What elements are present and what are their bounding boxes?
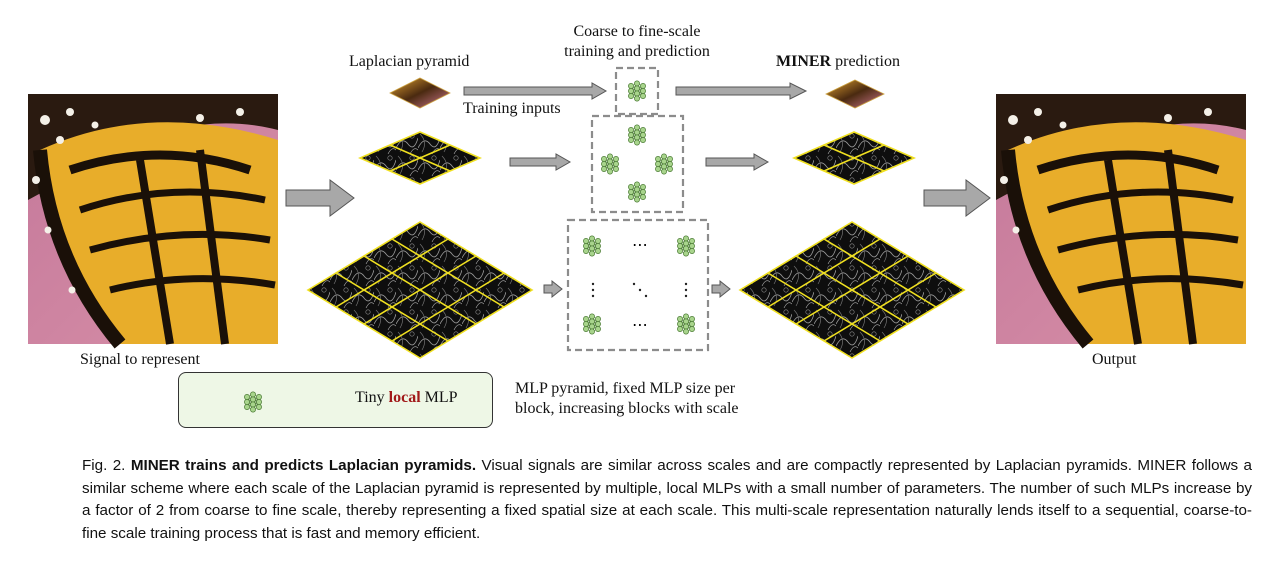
input-butterfly-image	[28, 94, 278, 349]
label-coarse-to-fine-line1: Coarse to fine-scale	[573, 23, 701, 40]
label-mlp-pyramid-line1: MLP pyramid, fixed MLP size per	[515, 380, 736, 397]
label-mlp-pyramid-line2: block, increasing blocks with scale	[515, 400, 739, 417]
label-prediction: prediction	[835, 53, 900, 70]
arrow-coarse-training	[463, 82, 608, 100]
legend-label: Tiny local MLP	[355, 389, 458, 407]
mlp-icon-fine-bl	[583, 313, 601, 335]
label-mlp-pyramid: MLP pyramid, fixed MLP size per block, i…	[515, 379, 739, 419]
label-laplacian-pyramid: Laplacian pyramid	[349, 53, 470, 70]
label-signal-to-represent: Signal to represent	[80, 351, 200, 368]
legend-box	[178, 372, 493, 428]
arrow-input-to-pyramid	[285, 179, 355, 217]
label-output: Output	[1092, 351, 1137, 368]
mlp-icon-coarse	[628, 80, 646, 102]
prediction-fine-level	[738, 221, 966, 359]
mlp-icon-fine-tl	[583, 235, 601, 257]
label-coarse-to-fine: Coarse to fine-scale training and predic…	[548, 22, 726, 62]
legend-mlp-icon	[244, 391, 262, 413]
arrow-fine-prediction	[711, 279, 731, 299]
prediction-middle-level	[791, 131, 917, 185]
mlp-box-middle	[590, 114, 685, 214]
figure-caption: Fig. 2. MINER trains and predicts Laplac…	[82, 455, 1252, 545]
label-training-inputs: Training inputs	[463, 100, 561, 117]
prediction-coarse-level	[825, 79, 885, 109]
legend-mlp: MLP	[424, 389, 458, 406]
mlp-icon-fine-br	[677, 313, 695, 335]
mlp-icons	[583, 80, 695, 335]
arrow-middle-training	[509, 153, 572, 171]
label-miner-bold: MINER	[776, 53, 832, 70]
mlp-icon-legend	[244, 391, 262, 413]
laplacian-fine-level	[306, 221, 534, 359]
arrow-middle-prediction	[705, 153, 770, 171]
legend-tiny: Tiny	[355, 389, 385, 406]
caption-fig-label: Fig. 2.	[82, 457, 126, 474]
mlp-icon-middle-right	[655, 153, 673, 175]
legend-local: local	[388, 389, 421, 406]
output-butterfly-image	[996, 94, 1246, 349]
label-miner-prediction: MINER prediction	[776, 52, 900, 72]
mlp-dots-v-left	[591, 282, 595, 298]
label-coarse-to-fine-line2: training and prediction	[564, 43, 710, 60]
laplacian-middle-level	[357, 131, 483, 185]
mlp-dots-h-top: ⋯	[632, 235, 648, 254]
mlp-dots-h-bottom: ⋯	[632, 315, 648, 334]
caption-body: Visual signals are similar across scales…	[82, 457, 1252, 542]
arrow-pyramid-to-output	[923, 179, 991, 217]
mlp-icon-fine-tr	[677, 235, 695, 257]
legend-overlay	[244, 391, 262, 413]
caption-bold-title: MINER trains and predicts Laplacian pyra…	[130, 457, 477, 474]
mlp-icon-middle-left	[601, 153, 619, 175]
laplacian-coarse-level	[389, 77, 451, 109]
mlp-box-fine	[566, 218, 710, 352]
arrow-coarse-prediction	[675, 82, 808, 100]
mlp-dots-diagonal	[632, 282, 648, 298]
mlp-icon-middle-top	[628, 124, 646, 146]
mlp-dots-v-right	[684, 282, 688, 298]
arrow-fine-training	[543, 279, 563, 299]
mlp-icon-middle-bottom	[628, 181, 646, 203]
